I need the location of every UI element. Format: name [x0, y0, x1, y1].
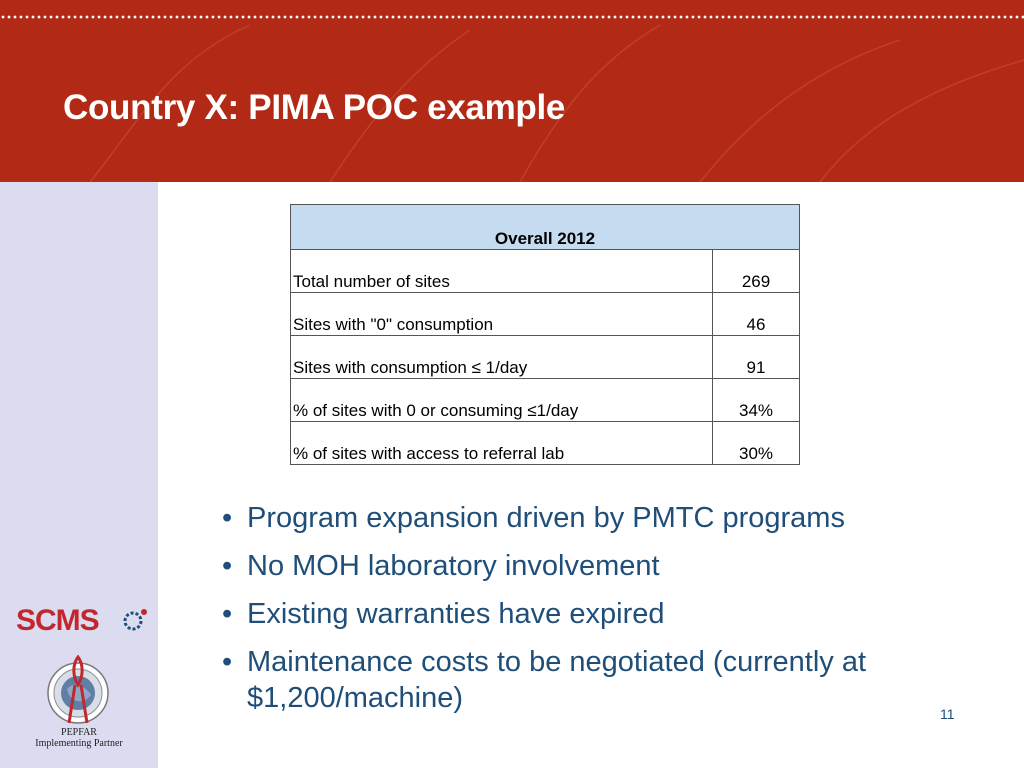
row-value: 30% [712, 421, 800, 465]
summary-table: Overall 2012 Total number of sites 269 S… [290, 204, 800, 465]
pepfar-seal-icon [47, 655, 109, 724]
bullet-list: Program expansion driven by PMTC program… [220, 500, 1000, 728]
scms-logo-ring-icon [123, 609, 147, 631]
page-number: 11 [940, 706, 955, 722]
table-row: Total number of sites 269 [290, 249, 800, 293]
row-value: 269 [712, 249, 800, 293]
row-label: % of sites with 0 or consuming ≤1/day [290, 378, 713, 422]
row-value: 34% [712, 378, 800, 422]
header-band: Country X: PIMA POC example [0, 0, 1024, 182]
table-header: Overall 2012 [290, 204, 800, 250]
slide-title: Country X: PIMA POC example [63, 88, 566, 127]
pepfar-subtitle: Implementing Partner [35, 738, 123, 749]
bullet-item: No MOH laboratory involvement [220, 548, 1000, 584]
table-row: Sites with consumption ≤ 1/day 91 [290, 335, 800, 379]
bullet-item: Maintenance costs to be negotiated (curr… [220, 644, 1000, 716]
table-header-row: Overall 2012 [290, 204, 800, 250]
table-row: % of sites with access to referral lab 3… [290, 421, 800, 465]
table-row: Sites with "0" consumption 46 [290, 292, 800, 336]
scms-logo: SCMS [16, 604, 151, 640]
pepfar-name: PEPFAR [61, 727, 97, 738]
bullet-item: Program expansion driven by PMTC program… [220, 500, 1000, 536]
header-curves-decoration [89, 24, 1024, 182]
bullet-item: Existing warranties have expired [220, 596, 1000, 632]
row-value: 91 [712, 335, 800, 379]
scms-logo-text: SCMS [16, 604, 100, 637]
dotted-line-decoration [0, 15, 1024, 19]
row-label: Sites with "0" consumption [290, 292, 713, 336]
row-label: Sites with consumption ≤ 1/day [290, 335, 713, 379]
row-label: % of sites with access to referral lab [290, 421, 713, 465]
row-value: 46 [712, 292, 800, 336]
row-label: Total number of sites [290, 249, 713, 293]
table-row: % of sites with 0 or consuming ≤1/day 34… [290, 378, 800, 422]
